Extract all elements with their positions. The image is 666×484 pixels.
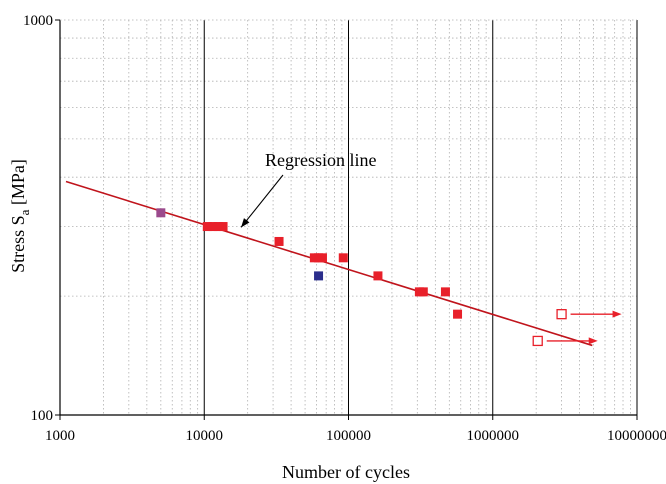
data-point <box>418 287 428 297</box>
x-tick-label: 10000000 <box>607 428 666 444</box>
annotation-arrow-shaft <box>240 174 284 228</box>
runout-point <box>556 309 567 320</box>
data-point <box>202 222 212 232</box>
x-tick-label: 10000 <box>186 428 224 444</box>
y-axis-label-main: Stress S <box>8 215 28 273</box>
data-point <box>208 222 218 232</box>
data-point <box>213 222 223 232</box>
x-tick-label: 1000 <box>45 428 75 444</box>
data-point <box>274 236 284 246</box>
annotations: Regression line <box>240 150 376 228</box>
data-point <box>338 253 348 263</box>
data-point <box>453 309 463 319</box>
y-axis-label-unit: [MPa] <box>8 159 28 210</box>
data-point <box>440 287 450 297</box>
grid <box>60 20 637 415</box>
x-tick-label: 1000000 <box>467 428 520 444</box>
x-tick-label: 100000 <box>326 428 371 444</box>
runout-arrow-head <box>588 337 598 345</box>
y-tick-label: 1000 <box>23 13 53 29</box>
y-tick-label: 100 <box>31 408 54 424</box>
y-axis-label: Stress Sa [MPa] <box>8 159 32 273</box>
regression-line <box>65 180 593 347</box>
x-axis-label: Number of cycles <box>282 462 410 482</box>
data-point <box>373 271 383 281</box>
data-point <box>317 253 327 263</box>
annotation-label: Regression line <box>265 150 376 170</box>
runout-point <box>532 335 543 347</box>
data-point <box>314 271 324 281</box>
data-point <box>156 208 166 218</box>
data-point <box>218 222 228 232</box>
axes: 1000 10000 100000 1000000 10000000 100 1000 <box>23 13 666 444</box>
data-points <box>156 208 622 347</box>
runout-arrow-head <box>612 310 622 318</box>
y-axis-label-subscript: a <box>17 209 32 215</box>
axis-labels: Number of cycles Stress Sa [MPa] <box>8 159 410 482</box>
annotation-arrow-head <box>241 218 250 228</box>
regression-line-group <box>65 180 593 347</box>
